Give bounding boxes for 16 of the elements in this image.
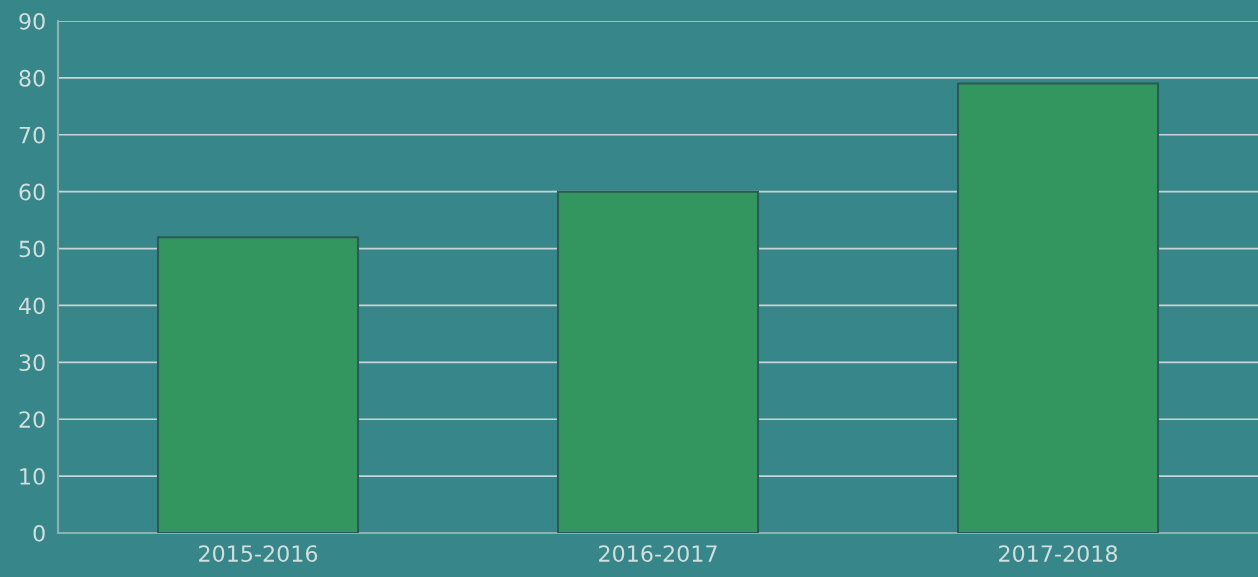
y-tick-label: 50 [19,240,45,258]
x-tick-label: 2015-2016 [199,545,318,563]
y-tick-label: 0 [33,524,45,542]
y-tick-label: 30 [19,354,45,372]
y-tick-label: 10 [20,468,45,485]
x-tick-label: 2017-2018 [999,545,1118,563]
y-tick-label: 20 [19,411,45,428]
y-tick-label: 60 [19,183,45,201]
bar [156,236,360,533]
bar [556,190,760,533]
y-tick-label: 80 [19,69,45,87]
x-tick-label: 2016-2017 [599,545,717,563]
y-tick-label: 70 [19,126,45,144]
bar [956,82,1160,533]
y-tick-label: 40 [19,297,45,315]
y-tick-label: 90 [19,12,45,30]
